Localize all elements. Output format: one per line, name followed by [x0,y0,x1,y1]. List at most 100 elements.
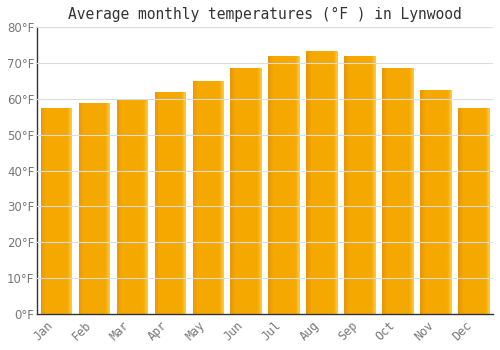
Bar [372,56,373,314]
Bar [469,108,470,314]
Bar [170,92,172,314]
Bar [403,69,404,314]
Bar [358,56,359,314]
Bar [231,69,232,314]
Bar [332,51,334,314]
Bar [138,99,139,314]
Bar [402,69,403,314]
Bar [93,103,94,314]
Bar [420,90,421,314]
Bar [483,108,484,314]
Bar [260,69,261,314]
Bar [391,69,392,314]
Bar [363,56,364,314]
Bar [246,69,248,314]
Bar [128,99,129,314]
Bar [102,103,103,314]
Bar [41,108,42,314]
Bar [330,51,331,314]
Bar [88,103,89,314]
Bar [40,108,41,314]
Bar [169,92,170,314]
Bar [132,99,134,314]
Bar [220,81,221,314]
Bar [223,81,224,314]
Bar [216,81,217,314]
Bar [421,90,422,314]
Bar [431,90,432,314]
Bar [298,56,299,314]
Bar [269,56,270,314]
Bar [357,56,358,314]
Bar [53,108,54,314]
Bar [334,51,335,314]
Bar [184,92,185,314]
Bar [65,108,66,314]
Bar [125,99,126,314]
Bar [335,51,336,314]
Bar [50,108,51,314]
Bar [192,81,193,314]
Bar [441,90,442,314]
Bar [324,51,325,314]
Bar [256,69,258,314]
Bar [94,103,96,314]
Bar [179,92,180,314]
Bar [337,51,338,314]
Bar [352,56,353,314]
Bar [413,69,414,314]
Bar [208,81,210,314]
Bar [59,108,60,314]
Bar [90,103,91,314]
Bar [406,69,407,314]
Bar [45,108,46,314]
Bar [322,51,324,314]
Bar [274,56,276,314]
Bar [336,51,337,314]
Bar [293,56,294,314]
Bar [236,69,238,314]
Bar [375,56,376,314]
Bar [166,92,167,314]
Bar [165,92,166,314]
Bar [194,81,195,314]
Bar [82,103,83,314]
Bar [177,92,178,314]
Bar [154,92,155,314]
Bar [279,56,280,314]
Bar [321,51,322,314]
Bar [54,108,55,314]
Bar [401,69,402,314]
Bar [253,69,254,314]
Bar [474,108,476,314]
Bar [290,56,291,314]
Bar [400,69,401,314]
Bar [476,108,477,314]
Bar [368,56,369,314]
Bar [48,108,49,314]
Bar [233,69,234,314]
Bar [369,56,370,314]
Bar [214,81,215,314]
Bar [316,51,317,314]
Bar [116,99,117,314]
Bar [44,108,45,314]
Bar [212,81,213,314]
Bar [122,99,124,314]
Bar [411,69,412,314]
Bar [173,92,174,314]
Bar [286,56,287,314]
Bar [315,51,316,314]
Bar [471,108,472,314]
Bar [408,69,410,314]
Bar [64,108,65,314]
Bar [249,69,250,314]
Bar [254,69,255,314]
Bar [243,69,244,314]
Bar [259,69,260,314]
Bar [319,51,320,314]
Bar [320,51,321,314]
Bar [49,108,50,314]
Bar [146,99,147,314]
Bar [206,81,207,314]
